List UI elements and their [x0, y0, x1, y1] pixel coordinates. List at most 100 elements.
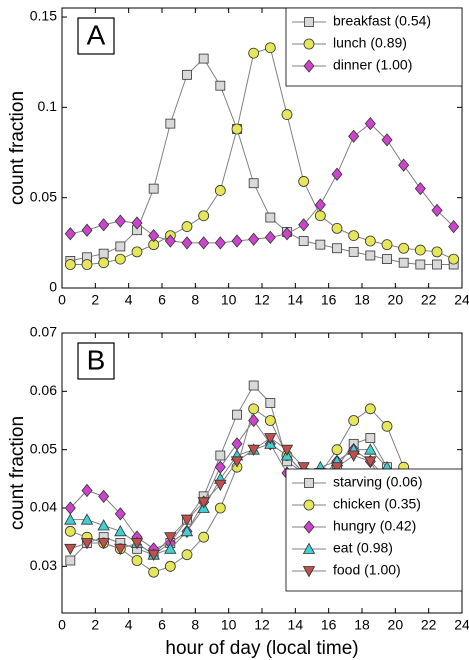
marker	[331, 167, 343, 181]
marker	[247, 444, 260, 456]
x-tick-label: 2	[91, 617, 99, 633]
x-tick-label: 14	[288, 617, 304, 633]
legend-label: hungry (0.42)	[333, 518, 416, 534]
marker	[248, 47, 260, 59]
legend-box	[285, 7, 463, 87]
marker	[164, 532, 177, 544]
x-tick-label: 16	[321, 617, 337, 633]
x-tick-label: 12	[254, 292, 270, 308]
marker	[414, 244, 426, 256]
marker	[114, 214, 126, 228]
marker	[248, 232, 260, 246]
x-tick-label: 20	[388, 292, 404, 308]
x-tick-label: 22	[421, 292, 437, 308]
marker	[214, 502, 226, 514]
marker	[164, 542, 177, 554]
marker	[304, 17, 314, 27]
marker	[381, 133, 393, 147]
y-tick-label: 0.06	[30, 382, 57, 398]
marker	[115, 241, 126, 252]
marker	[314, 210, 326, 222]
marker	[365, 433, 376, 443]
marker	[214, 185, 226, 196]
marker	[280, 444, 294, 456]
marker	[332, 243, 342, 254]
marker	[114, 543, 127, 556]
marker	[198, 236, 210, 250]
marker	[215, 450, 226, 461]
marker	[114, 507, 126, 521]
marker	[147, 549, 160, 561]
marker	[348, 415, 360, 426]
marker	[131, 555, 143, 566]
marker	[248, 413, 260, 428]
marker	[164, 234, 176, 248]
marker	[97, 519, 110, 531]
marker	[80, 538, 94, 550]
panel-label-box	[77, 17, 115, 55]
marker	[65, 555, 76, 566]
marker	[148, 566, 160, 578]
marker	[348, 230, 360, 242]
marker	[64, 543, 77, 556]
marker	[215, 80, 226, 91]
x-tick-label: 18	[354, 617, 370, 633]
marker	[197, 497, 210, 509]
marker	[198, 531, 210, 543]
marker	[303, 520, 315, 534]
marker	[214, 236, 226, 250]
marker	[298, 236, 309, 246]
marker	[298, 218, 310, 232]
marker	[264, 42, 276, 54]
marker	[431, 246, 443, 258]
marker	[64, 513, 77, 525]
y-tick-label: 0.15	[30, 8, 57, 24]
marker	[248, 380, 259, 391]
marker	[381, 420, 393, 432]
marker	[81, 483, 93, 498]
marker	[248, 178, 259, 189]
marker	[81, 223, 93, 237]
x-tick-label: 6	[158, 292, 166, 308]
x-tick-label: 10	[221, 292, 237, 308]
y-tick-label: 0.07	[30, 324, 57, 340]
marker	[181, 236, 193, 250]
marker	[315, 239, 326, 250]
y-tick-label: 0.05	[30, 440, 57, 456]
x-tick-label: 0	[58, 617, 66, 633]
marker	[131, 246, 143, 258]
marker	[264, 433, 277, 445]
marker	[314, 198, 326, 212]
x-tick-label: 2	[91, 292, 99, 308]
marker	[231, 123, 243, 135]
marker	[331, 444, 343, 456]
marker	[148, 183, 159, 194]
marker	[364, 443, 377, 455]
marker	[303, 38, 315, 50]
marker	[98, 257, 110, 269]
legend-label: chicken (0.35)	[333, 496, 421, 512]
marker	[415, 259, 426, 270]
marker	[232, 409, 242, 420]
marker	[448, 219, 460, 234]
marker	[364, 235, 376, 247]
marker	[304, 478, 314, 488]
marker	[348, 246, 359, 257]
marker	[114, 253, 126, 265]
marker	[81, 259, 93, 270]
x-tick-label: 0	[58, 292, 66, 308]
marker	[97, 538, 110, 550]
marker	[432, 259, 442, 270]
marker	[414, 182, 426, 196]
marker	[431, 203, 443, 217]
marker	[114, 525, 127, 537]
x-axis-label: hour of day (local time)	[165, 638, 358, 659]
legend-label: starving (0.06)	[333, 474, 422, 490]
marker	[64, 227, 76, 241]
marker	[330, 462, 344, 474]
marker	[98, 218, 110, 232]
marker	[181, 221, 193, 232]
x-tick-label: 6	[158, 617, 166, 633]
marker	[165, 118, 176, 129]
